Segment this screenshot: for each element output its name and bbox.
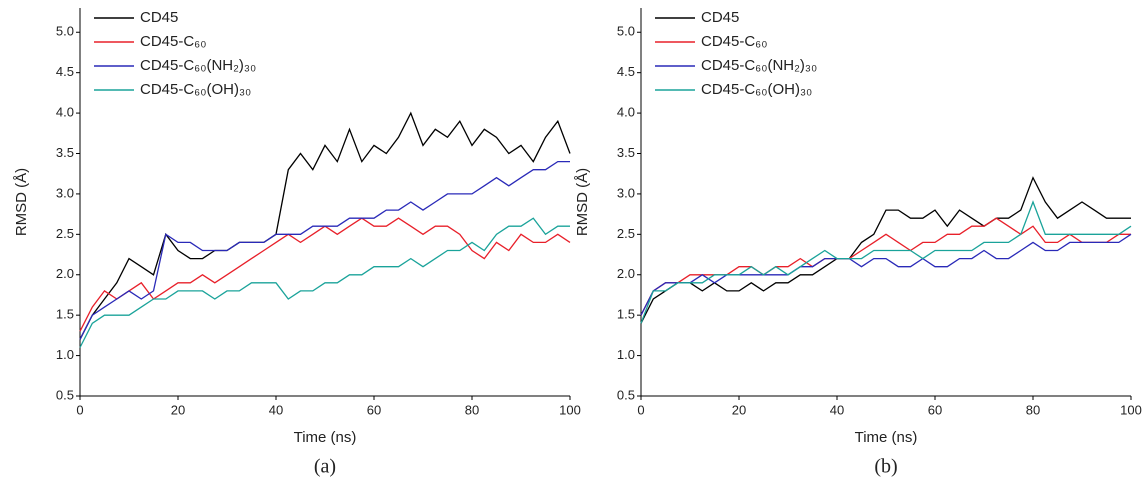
legend-label: CD45-C₆₀ [701, 33, 767, 50]
legend-label: CD45-C₆₀ [140, 33, 206, 50]
x-tick-label: 0 [76, 402, 83, 417]
x-tick-label: 20 [171, 402, 185, 417]
y-tick-label: 3.0 [617, 185, 635, 200]
series-line [640, 217, 1131, 316]
y-tick-label: 0.5 [617, 387, 635, 402]
x-tick-label: 40 [269, 402, 283, 417]
y-tick-label: 2.5 [617, 226, 635, 241]
y-tick-label: 3.0 [56, 185, 74, 200]
y-tick-label: 2.0 [56, 266, 74, 281]
legend-label: CD45 [140, 9, 178, 26]
y-tick-label: 4.5 [56, 64, 74, 79]
y-tick-label: 5.0 [617, 24, 635, 39]
x-tick-label: 100 [1120, 402, 1142, 417]
y-tick-label: 3.5 [617, 145, 635, 160]
caption: (b) [874, 456, 897, 478]
legend-label: CD45 [701, 9, 739, 26]
caption: (a) [314, 456, 336, 478]
y-tick-label: 0.5 [56, 387, 74, 402]
x-tick-label: 100 [559, 402, 581, 417]
y-axis-label: RMSD (Å) [574, 168, 591, 236]
y-tick-label: 4.0 [56, 105, 74, 120]
x-tick-label: 60 [928, 402, 942, 417]
x-tick-label: 20 [732, 402, 746, 417]
x-tick-label: 60 [367, 402, 381, 417]
y-tick-label: 2.5 [56, 226, 74, 241]
x-tick-label: 40 [830, 402, 844, 417]
legend-label: CD45-C₆₀(NH₂)₃₀ [701, 57, 817, 74]
x-tick-label: 80 [465, 402, 479, 417]
series-line [79, 160, 570, 340]
legend-label: CD45-C₆₀(OH)₃₀ [701, 81, 812, 98]
series-line [640, 200, 1132, 324]
x-tick-label: 80 [1026, 402, 1040, 417]
series-line [79, 111, 571, 340]
y-tick-label: 3.5 [56, 145, 74, 160]
x-tick-label: 0 [637, 402, 644, 417]
series-line [640, 233, 1132, 316]
y-tick-label: 1.5 [56, 307, 74, 322]
y-tick-label: 2.0 [617, 266, 635, 281]
series-line [79, 217, 570, 348]
y-tick-label: 5.0 [56, 24, 74, 39]
y-axis-label: RMSD (Å) [13, 168, 30, 236]
legend-label: CD45-C₆₀(NH₂)₃₀ [140, 57, 256, 74]
y-tick-label: 4.5 [617, 64, 635, 79]
x-axis-label: Time (ns) [855, 429, 918, 446]
y-tick-label: 1.5 [617, 307, 635, 322]
x-axis-label: Time (ns) [294, 429, 357, 446]
y-tick-label: 4.0 [617, 105, 635, 120]
series-line [640, 176, 1131, 324]
y-tick-label: 1.0 [56, 347, 74, 362]
y-tick-label: 1.0 [617, 347, 635, 362]
legend-label: CD45-C₆₀(OH)₃₀ [140, 81, 251, 98]
